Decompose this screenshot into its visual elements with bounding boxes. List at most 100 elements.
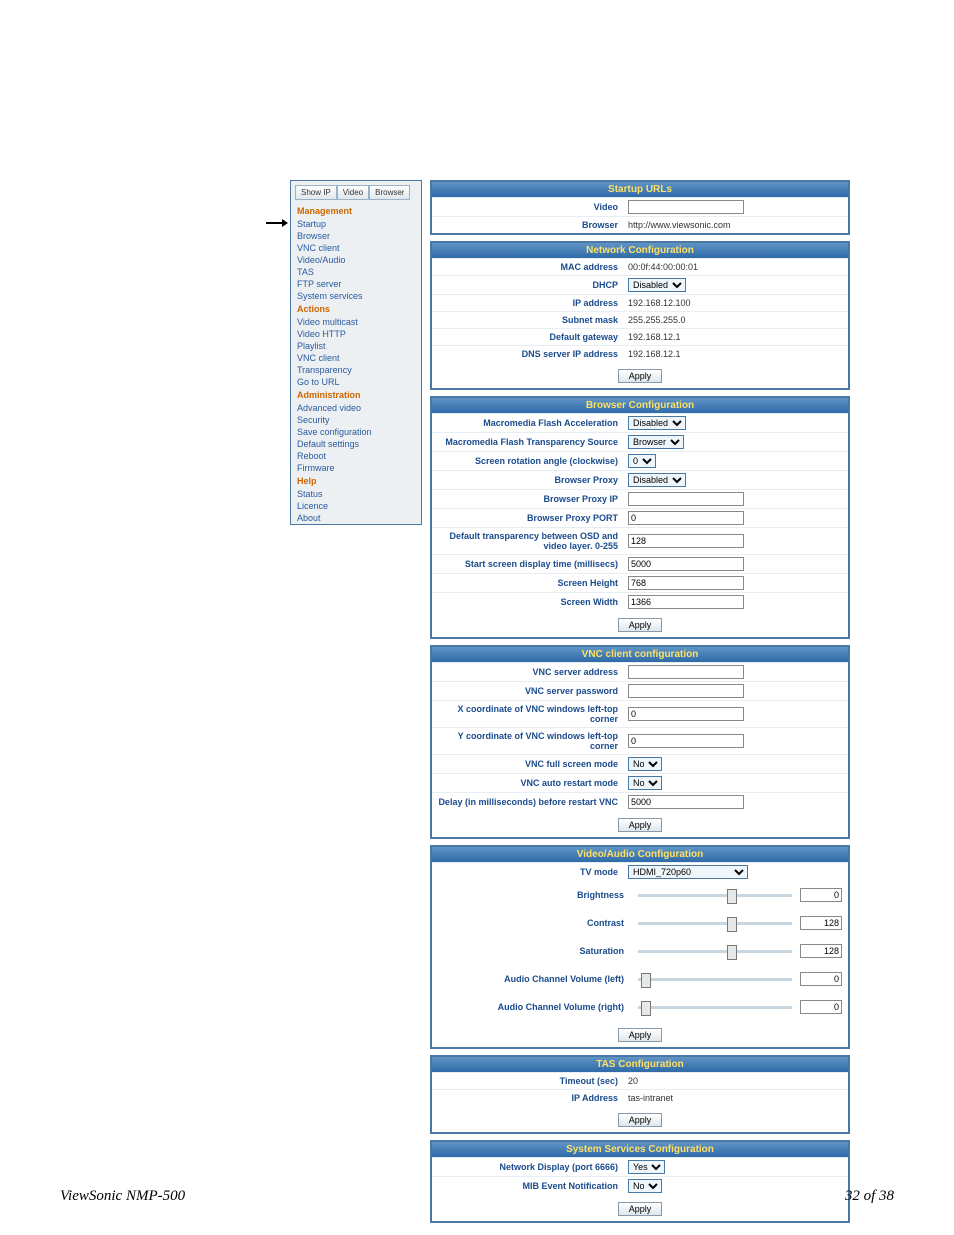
sidebar-item-default-settings[interactable]: Default settings <box>291 438 421 450</box>
input-proxy-ip[interactable] <box>628 492 744 506</box>
sidebar-section-administration: Administration <box>291 388 421 402</box>
input-contrast[interactable] <box>800 916 842 930</box>
input-vnc-delay[interactable] <box>628 795 744 809</box>
select-vnc-full[interactable]: No <box>628 757 662 771</box>
slider-vol-right[interactable] <box>638 1006 792 1009</box>
input-saturation[interactable] <box>800 944 842 958</box>
input-video-url[interactable] <box>628 200 744 214</box>
sidebar-item-save-config[interactable]: Save configuration <box>291 426 421 438</box>
label-vnc-y: Y coordinate of VNC windows left-top cor… <box>432 728 624 754</box>
sidebar-item-startup[interactable]: Startup <box>291 218 421 230</box>
select-rotation[interactable]: 0 <box>628 454 656 468</box>
slider-thumb-icon[interactable] <box>641 973 651 988</box>
slider-thumb-icon[interactable] <box>727 917 737 932</box>
slider-thumb-icon[interactable] <box>727 945 737 960</box>
input-vnc-x[interactable] <box>628 707 744 721</box>
apply-button-va[interactable]: Apply <box>618 1028 663 1042</box>
panel-network-header: Network Configuration <box>432 243 848 258</box>
input-transparency[interactable] <box>628 534 744 548</box>
label-vnc-x: X coordinate of VNC windows left-top cor… <box>432 701 624 727</box>
sidebar-item-status[interactable]: Status <box>291 488 421 500</box>
input-brightness[interactable] <box>800 888 842 902</box>
label-proxy: Browser Proxy <box>432 472 624 488</box>
panel-vnc: VNC client configuration VNC server addr… <box>430 645 850 839</box>
select-tv-mode[interactable]: HDMI_720p60 <box>628 865 748 879</box>
label-vol-left: Audio Channel Volume (left) <box>438 971 630 987</box>
label-vnc-server: VNC server address <box>432 664 624 680</box>
panel-tas: TAS Configuration Timeout (sec) 20 IP Ad… <box>430 1055 850 1134</box>
sidebar-item-browser[interactable]: Browser <box>291 230 421 242</box>
panel-sys-header: System Services Configuration <box>432 1142 848 1157</box>
input-vol-right[interactable] <box>800 1000 842 1014</box>
sidebar-section-management: Management <box>291 204 421 218</box>
slider-contrast[interactable] <box>638 922 792 925</box>
label-video-url: Video <box>432 199 624 215</box>
input-ss-time[interactable] <box>628 557 744 571</box>
slider-thumb-icon[interactable] <box>727 889 737 904</box>
select-net-display[interactable]: Yes <box>628 1160 665 1174</box>
sidebar-item-firmware[interactable]: Firmware <box>291 462 421 474</box>
sidebar-item-tas[interactable]: TAS <box>291 266 421 278</box>
value-gateway: 192.168.12.1 <box>624 330 848 344</box>
tab-show-ip[interactable]: Show IP <box>295 185 337 200</box>
label-contrast: Contrast <box>438 915 630 931</box>
slider-brightness[interactable] <box>638 894 792 897</box>
sidebar-item-adv-video[interactable]: Advanced video <box>291 402 421 414</box>
config-container: Show IP Video Browser Management Startup… <box>290 180 850 1229</box>
sidebar-item-licence[interactable]: Licence <box>291 500 421 512</box>
apply-button-browser[interactable]: Apply <box>618 618 663 632</box>
panel-startup-header: Startup URLs <box>432 182 848 197</box>
panel-browser: Browser Configuration Macromedia Flash A… <box>430 396 850 639</box>
input-height[interactable] <box>628 576 744 590</box>
input-width[interactable] <box>628 595 744 609</box>
value-dns: 192.168.12.1 <box>624 347 848 361</box>
apply-button-network[interactable]: Apply <box>618 369 663 383</box>
label-proxy-ip: Browser Proxy IP <box>432 491 624 507</box>
panel-video-audio: Video/Audio Configuration TV mode HDMI_7… <box>430 845 850 1049</box>
sidebar-item-goto-url[interactable]: Go to URL <box>291 376 421 388</box>
slider-vol-left[interactable] <box>638 978 792 981</box>
panel-tas-header: TAS Configuration <box>432 1057 848 1072</box>
label-width: Screen Width <box>432 594 624 610</box>
slider-thumb-icon[interactable] <box>641 1001 651 1016</box>
sidebar-item-vnc-client2[interactable]: VNC client <box>291 352 421 364</box>
select-flash-trans[interactable]: Browser <box>628 435 684 449</box>
tab-video[interactable]: Video <box>337 185 369 200</box>
label-mac: MAC address <box>432 259 624 275</box>
select-flash-accel[interactable]: Disabled <box>628 416 686 430</box>
value-mac: 00:0f:44:00:00:01 <box>624 260 848 274</box>
slider-saturation[interactable] <box>638 950 792 953</box>
value-tas-timeout: 20 <box>624 1074 848 1088</box>
tab-browser[interactable]: Browser <box>369 185 410 200</box>
select-dhcp[interactable]: Disabled <box>628 278 686 292</box>
select-proxy[interactable]: Disabled <box>628 473 686 487</box>
sidebar-item-video-audio[interactable]: Video/Audio <box>291 254 421 266</box>
input-vnc-pass[interactable] <box>628 684 744 698</box>
label-vnc-delay: Delay (in milliseconds) before restart V… <box>432 794 624 810</box>
apply-button-vnc[interactable]: Apply <box>618 818 663 832</box>
sidebar-item-vnc-client[interactable]: VNC client <box>291 242 421 254</box>
select-vnc-auto[interactable]: No <box>628 776 662 790</box>
panel-startup: Startup URLs Video Browser http://www.vi… <box>430 180 850 235</box>
panel-network: Network Configuration MAC address 00:0f:… <box>430 241 850 390</box>
sidebar-item-transparency[interactable]: Transparency <box>291 364 421 376</box>
apply-button-tas[interactable]: Apply <box>618 1113 663 1127</box>
label-brightness: Brightness <box>438 887 630 903</box>
sidebar-item-reboot[interactable]: Reboot <box>291 450 421 462</box>
label-rotation: Screen rotation angle (clockwise) <box>432 453 624 469</box>
value-subnet: 255.255.255.0 <box>624 313 848 327</box>
panel-vnc-header: VNC client configuration <box>432 647 848 662</box>
sidebar-item-playlist[interactable]: Playlist <box>291 340 421 352</box>
sidebar-item-video-multicast[interactable]: Video multicast <box>291 316 421 328</box>
input-vol-left[interactable] <box>800 972 842 986</box>
input-proxy-port[interactable] <box>628 511 744 525</box>
input-vnc-y[interactable] <box>628 734 744 748</box>
sidebar-item-system-services[interactable]: System services <box>291 290 421 302</box>
main-panels: Startup URLs Video Browser http://www.vi… <box>430 180 850 1223</box>
sidebar-item-ftp[interactable]: FTP server <box>291 278 421 290</box>
sidebar-item-about[interactable]: About <box>291 512 421 524</box>
label-browser-url: Browser <box>432 217 624 233</box>
input-vnc-server[interactable] <box>628 665 744 679</box>
sidebar-item-security[interactable]: Security <box>291 414 421 426</box>
sidebar-item-video-http[interactable]: Video HTTP <box>291 328 421 340</box>
